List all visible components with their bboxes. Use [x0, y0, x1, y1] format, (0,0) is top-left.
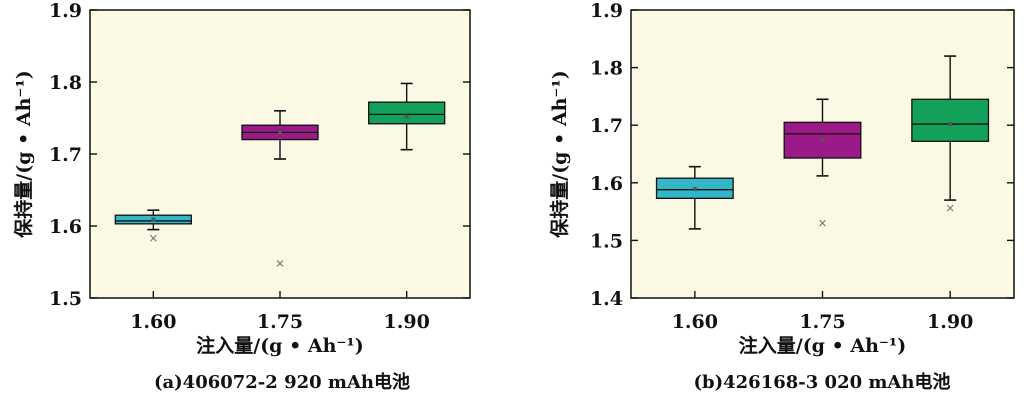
- x-tick-label: 1.75: [257, 311, 303, 333]
- iqr-box: [368, 101, 446, 125]
- chart-b: 1.4 1.5 1.6 1.7 1.8 1.9 1.60 1.75 1.90 保持量/(g • A…: [548, 0, 1015, 393]
- outlier-marker: [946, 204, 954, 212]
- y-tick-label: 1.8: [49, 72, 82, 94]
- chart-caption: (b)426168-3 020 mAh电池: [694, 371, 951, 393]
- outlier-marker: [149, 234, 157, 242]
- x-axis-label: 注入量/(g • Ah⁻¹): [739, 334, 906, 357]
- x-tick-label: 1.60: [672, 311, 718, 333]
- box-1.60: [655, 165, 734, 230]
- x-axis-label: 注入量/(g • Ah⁻¹): [196, 334, 363, 357]
- box-1.60: [114, 209, 192, 242]
- mean-marker: [404, 114, 409, 119]
- y-tick-label: 1.8: [590, 58, 623, 80]
- chart-caption: (a)406072-2 920 mAh电池: [154, 371, 410, 393]
- box-1.75: [783, 98, 862, 227]
- mean-marker: [692, 187, 697, 192]
- box-1.90: [368, 82, 446, 151]
- box-1.90: [911, 55, 990, 212]
- y-tick-label: 1.9: [49, 0, 82, 22]
- x-tick-label: 1.90: [384, 311, 430, 333]
- y-tick-label: 1.6: [49, 216, 82, 238]
- y-tick-label: 1.6: [590, 173, 623, 195]
- x-tick-label: 1.90: [927, 311, 973, 333]
- box-1.75: [241, 110, 319, 267]
- outlier-marker: [819, 219, 826, 227]
- y-tick-label: 1.5: [49, 288, 82, 310]
- mean-marker: [820, 137, 825, 142]
- y-tick-label: 1.9: [590, 0, 623, 22]
- y-tick-label: 1.4: [590, 288, 623, 310]
- x-tick-label: 1.75: [799, 311, 845, 333]
- y-tick-label: 1.5: [590, 230, 623, 252]
- mean-marker: [151, 217, 156, 222]
- y-axis-label: 保持量/(g • Ah⁻¹): [12, 70, 35, 238]
- mean-marker: [948, 122, 953, 127]
- mean-marker: [278, 131, 282, 136]
- y-tick-label: 1.7: [590, 115, 623, 137]
- iqr-box: [911, 98, 990, 142]
- y-tick-label: 1.7: [49, 144, 82, 166]
- outlier-marker: [276, 260, 284, 267]
- chart-a: 1.5 1.6 1.7 1.8 1.9 1.60 1.75 1.90 保持量/(g • Ah⁻¹…: [12, 0, 471, 393]
- x-tick-label: 1.60: [130, 311, 176, 333]
- y-axis-label: 保持量/(g • Ah⁻¹): [548, 70, 571, 238]
